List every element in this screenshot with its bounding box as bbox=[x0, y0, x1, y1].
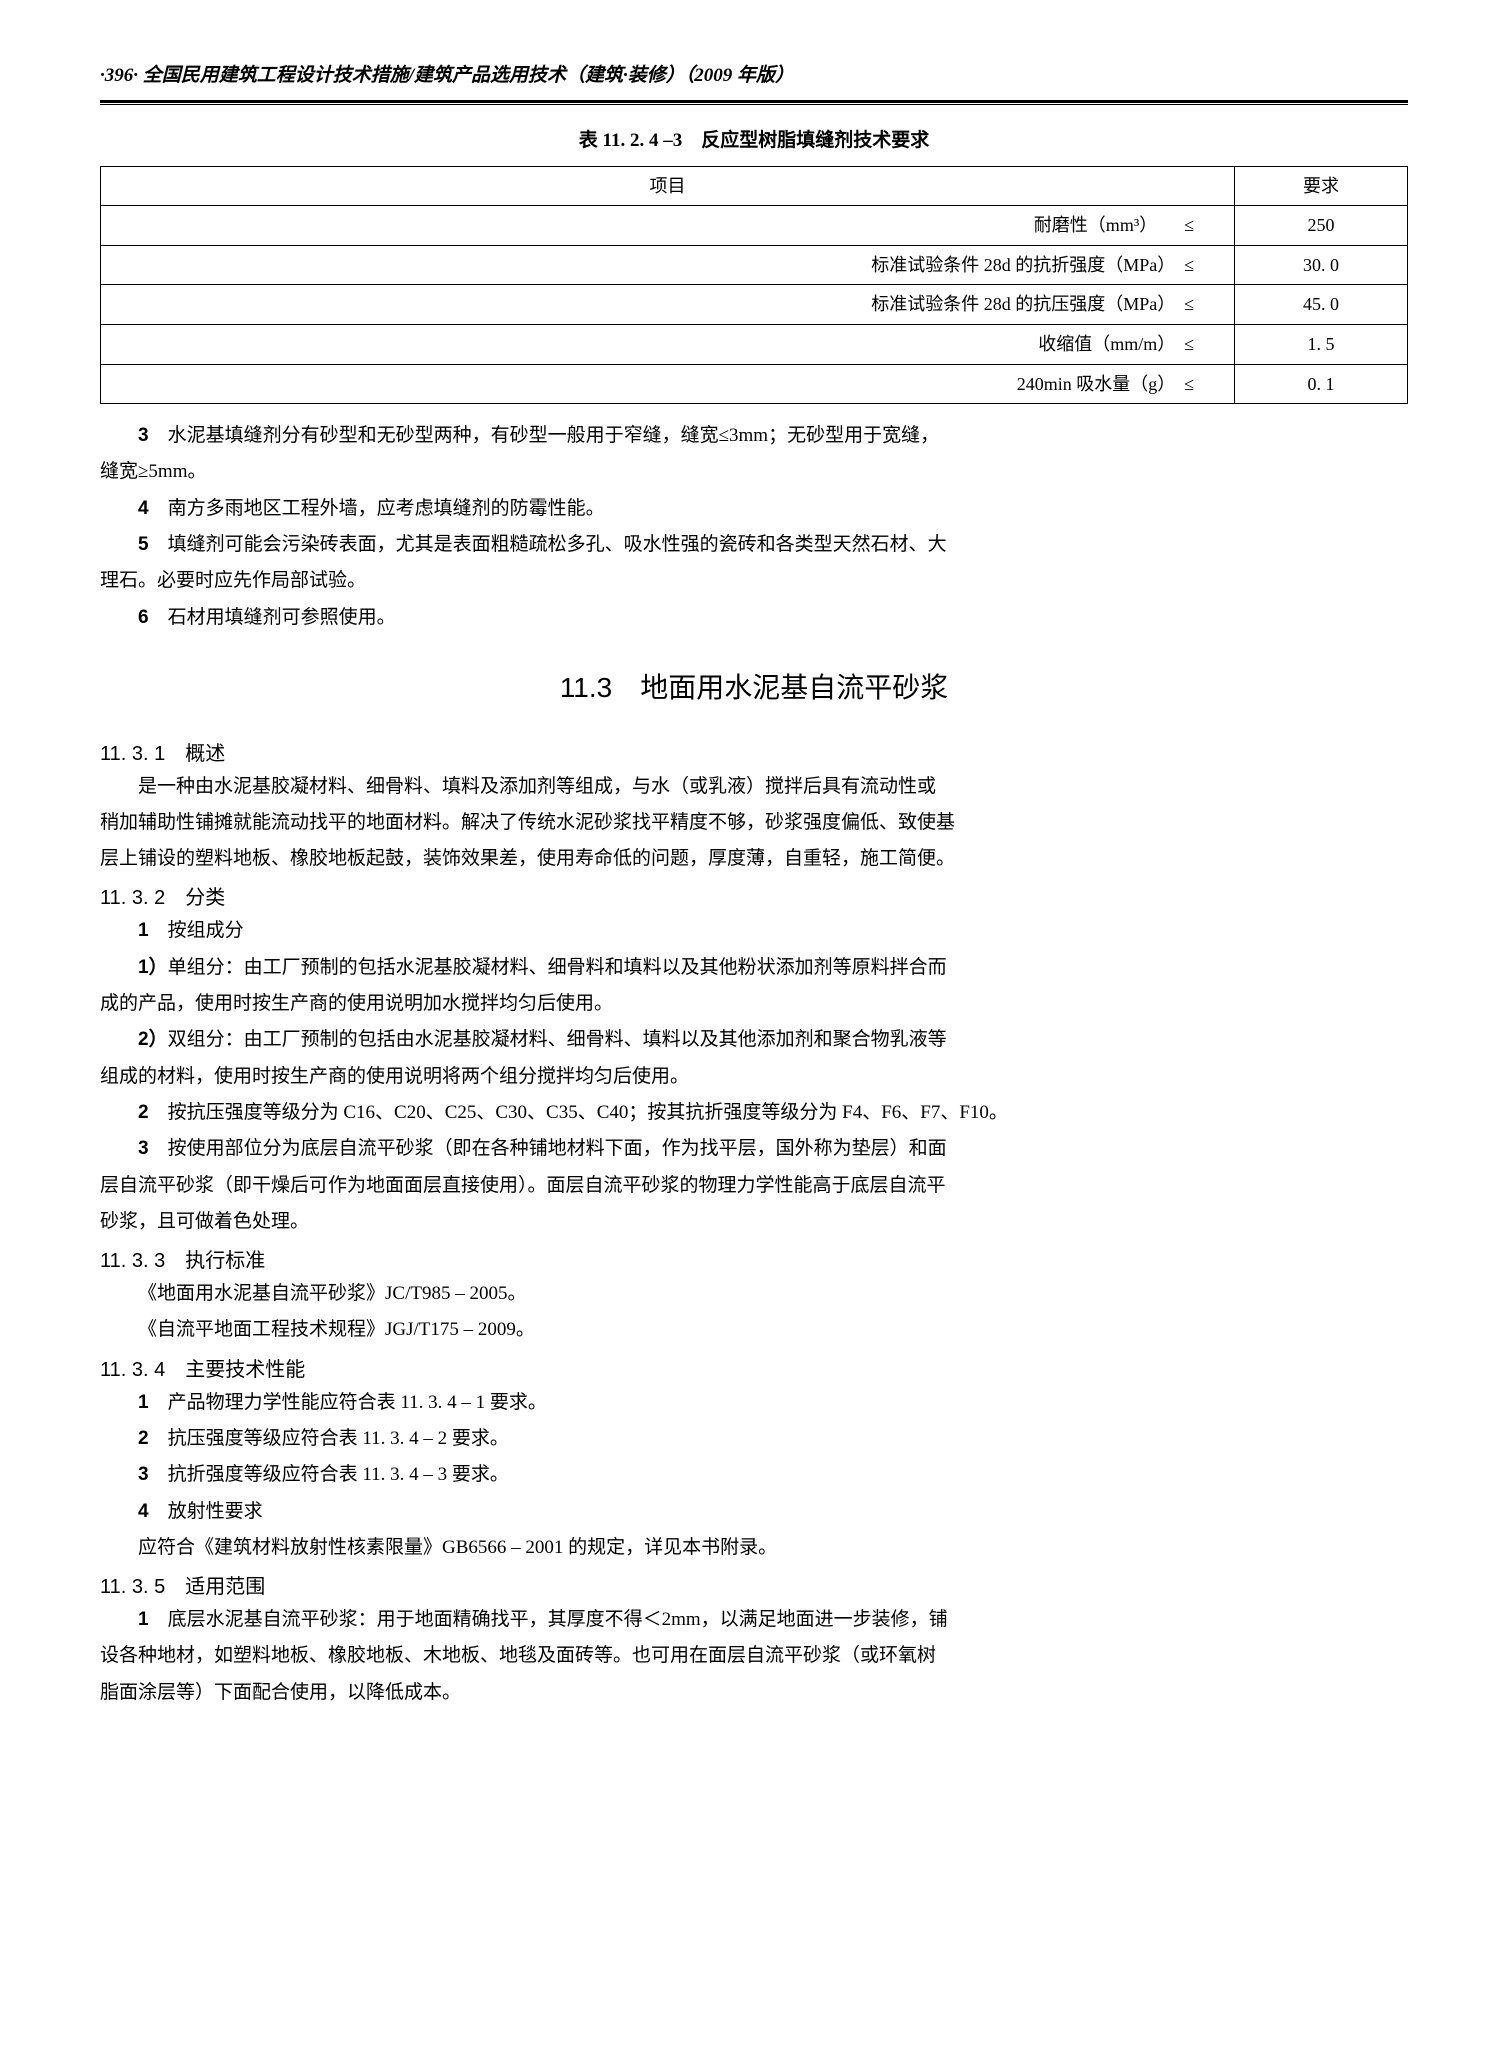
list-num: 3 bbox=[138, 1138, 149, 1159]
para-text: 底层水泥基自流平砂浆：用于地面精确找平，其厚度不得＜2mm，以满足地面进一步装修… bbox=[168, 1609, 948, 1630]
body-para: 层自流平砂浆（即干燥后可作为地面面层直接使用）。面层自流平砂浆的物理力学性能高于… bbox=[100, 1170, 1408, 1202]
body-para: 设各种地材，如塑料地板、橡胶地板、木地板、地毯及面砖等。也可用在面层自流平砂浆（… bbox=[100, 1640, 1408, 1672]
table-row: 标准试验条件 28d 的抗压强度（MPa） ≤ 45. 0 bbox=[101, 285, 1408, 325]
body-para: 1 底层水泥基自流平砂浆：用于地面精确找平，其厚度不得＜2mm，以满足地面进一步… bbox=[100, 1604, 1408, 1636]
list-num: 1 bbox=[138, 1392, 149, 1413]
body-para: 2 抗压强度等级应符合表 11. 3. 4 – 2 要求。 bbox=[100, 1423, 1408, 1455]
table-row: 240min 吸水量（g） ≤ 0. 1 bbox=[101, 364, 1408, 404]
subsection-heading: 11. 3. 2 分类 bbox=[100, 881, 1408, 915]
para-text: 抗压强度等级应符合表 11. 3. 4 – 2 要求。 bbox=[168, 1428, 509, 1449]
header-rule bbox=[100, 100, 1408, 105]
table-header-col1: 项目 bbox=[101, 166, 1235, 206]
body-para: 是一种由水泥基胶凝材料、细骨料、填料及添加剂等组成，与水（或乳液）搅拌后具有流动… bbox=[100, 771, 1408, 803]
para-text: 南方多雨地区工程外墙，应考虑填缝剂的防霉性能。 bbox=[168, 498, 605, 519]
row-value: 30. 0 bbox=[1235, 245, 1408, 285]
list-num: 3 bbox=[138, 425, 149, 446]
list-num: 5 bbox=[138, 534, 149, 555]
body-para: 《自流平地面工程技术规程》JGJ/T175 – 2009。 bbox=[100, 1314, 1408, 1346]
row-label: 收缩值（mm/m） ≤ bbox=[101, 324, 1235, 364]
body-para: 组成的材料，使用时按生产商的使用说明将两个组分搅拌均匀后使用。 bbox=[100, 1061, 1408, 1093]
table-title: 表 11. 2. 4 –3 反应型树脂填缝剂技术要求 bbox=[100, 125, 1408, 157]
row-value: 45. 0 bbox=[1235, 285, 1408, 325]
list-num: 1 bbox=[138, 920, 149, 941]
list-num: 3 bbox=[138, 1464, 149, 1485]
body-para: 成的产品，使用时按生产商的使用说明加水搅拌均匀后使用。 bbox=[100, 988, 1408, 1020]
body-para: 1）单组分：由工厂预制的包括水泥基胶凝材料、细骨料和填料以及其他粉状添加剂等原料… bbox=[100, 952, 1408, 984]
subsection-heading: 11. 3. 3 执行标准 bbox=[100, 1244, 1408, 1278]
row-label: 耐磨性（mm³） ≤ bbox=[101, 206, 1235, 246]
subsection-heading: 11. 3. 1 概述 bbox=[100, 737, 1408, 771]
list-num: 2） bbox=[138, 1029, 168, 1050]
body-para: 应符合《建筑材料放射性核素限量》GB6566 – 2001 的规定，详见本书附录… bbox=[100, 1532, 1408, 1564]
page-header: ·396· 全国民用建筑工程设计技术措施/建筑产品选用技术（建筑·装修）（200… bbox=[100, 60, 1408, 92]
para-text: 双组分：由工厂预制的包括由水泥基胶凝材料、细骨料、填料以及其他添加剂和聚合物乳液… bbox=[168, 1029, 947, 1050]
para-text: 水泥基填缝剂分有砂型和无砂型两种，有砂型一般用于窄缝，缝宽≤3mm；无砂型用于宽… bbox=[168, 425, 940, 446]
body-para: 3 抗折强度等级应符合表 11. 3. 4 – 3 要求。 bbox=[100, 1459, 1408, 1491]
para-text: 按组成分 bbox=[168, 920, 244, 941]
page-number: ·396· bbox=[100, 65, 138, 86]
subsection-heading: 11. 3. 4 主要技术性能 bbox=[100, 1353, 1408, 1387]
table-header-col2: 要求 bbox=[1235, 166, 1408, 206]
section-title: 11.3 地面用水泥基自流平砂浆 bbox=[100, 664, 1408, 712]
para-text: 产品物理力学性能应符合表 11. 3. 4 – 1 要求。 bbox=[168, 1392, 547, 1413]
para-text: 放射性要求 bbox=[168, 1501, 263, 1522]
list-num: 6 bbox=[138, 607, 149, 628]
para-text: 按抗压强度等级分为 C16、C20、C25、C30、C35、C40；按其抗折强度… bbox=[168, 1102, 1008, 1123]
list-num: 4 bbox=[138, 498, 149, 519]
body-para: 理石。必要时应先作局部试验。 bbox=[100, 565, 1408, 597]
body-para: 4 放射性要求 bbox=[100, 1496, 1408, 1528]
list-num: 1） bbox=[138, 957, 168, 978]
para-text: 石材用填缝剂可参照使用。 bbox=[168, 607, 396, 628]
table-header-row: 项目 要求 bbox=[101, 166, 1408, 206]
body-para: 2）双组分：由工厂预制的包括由水泥基胶凝材料、细骨料、填料以及其他添加剂和聚合物… bbox=[100, 1024, 1408, 1056]
row-label: 240min 吸水量（g） ≤ bbox=[101, 364, 1235, 404]
body-para: 1 产品物理力学性能应符合表 11. 3. 4 – 1 要求。 bbox=[100, 1387, 1408, 1419]
row-label: 标准试验条件 28d 的抗压强度（MPa） ≤ bbox=[101, 285, 1235, 325]
row-value: 250 bbox=[1235, 206, 1408, 246]
para-text: 填缝剂可能会污染砖表面，尤其是表面粗糙疏松多孔、吸水性强的瓷砖和各类型天然石材、… bbox=[168, 534, 947, 555]
body-para: 脂面涂层等）下面配合使用，以降低成本。 bbox=[100, 1677, 1408, 1709]
list-num: 2 bbox=[138, 1102, 149, 1123]
body-para: 4 南方多雨地区工程外墙，应考虑填缝剂的防霉性能。 bbox=[100, 493, 1408, 525]
header-title: 全国民用建筑工程设计技术措施/建筑产品选用技术（建筑·装修）（2009 年版） bbox=[143, 65, 794, 86]
body-para: 层上铺设的塑料地板、橡胶地板起鼓，装饰效果差，使用寿命低的问题，厚度薄，自重轻，… bbox=[100, 843, 1408, 875]
requirements-table: 项目 要求 耐磨性（mm³） ≤ 250 标准试验条件 28d 的抗折强度（MP… bbox=[100, 166, 1408, 405]
body-para: 稍加辅助性铺摊就能流动找平的地面材料。解决了传统水泥砂浆找平精度不够，砂浆强度偏… bbox=[100, 807, 1408, 839]
body-para: 3 水泥基填缝剂分有砂型和无砂型两种，有砂型一般用于窄缝，缝宽≤3mm；无砂型用… bbox=[100, 420, 1408, 452]
body-para: 《地面用水泥基自流平砂浆》JC/T985 – 2005。 bbox=[100, 1278, 1408, 1310]
body-para: 1 按组成分 bbox=[100, 915, 1408, 947]
table-row: 耐磨性（mm³） ≤ 250 bbox=[101, 206, 1408, 246]
para-text: 抗折强度等级应符合表 11. 3. 4 – 3 要求。 bbox=[168, 1464, 509, 1485]
row-label: 标准试验条件 28d 的抗折强度（MPa） ≤ bbox=[101, 245, 1235, 285]
body-para: 砂浆，且可做着色处理。 bbox=[100, 1206, 1408, 1238]
body-para: 5 填缝剂可能会污染砖表面，尤其是表面粗糙疏松多孔、吸水性强的瓷砖和各类型天然石… bbox=[100, 529, 1408, 561]
para-text: 单组分：由工厂预制的包括水泥基胶凝材料、细骨料和填料以及其他粉状添加剂等原料拌合… bbox=[168, 957, 947, 978]
row-value: 0. 1 bbox=[1235, 364, 1408, 404]
list-num: 1 bbox=[138, 1609, 149, 1630]
body-para: 2 按抗压强度等级分为 C16、C20、C25、C30、C35、C40；按其抗折… bbox=[100, 1097, 1408, 1129]
list-num: 2 bbox=[138, 1428, 149, 1449]
table-row: 标准试验条件 28d 的抗折强度（MPa） ≤ 30. 0 bbox=[101, 245, 1408, 285]
body-para: 3 按使用部位分为底层自流平砂浆（即在各种铺地材料下面，作为找平层，国外称为垫层… bbox=[100, 1133, 1408, 1165]
table-row: 收缩值（mm/m） ≤ 1. 5 bbox=[101, 324, 1408, 364]
row-value: 1. 5 bbox=[1235, 324, 1408, 364]
list-num: 4 bbox=[138, 1501, 149, 1522]
para-text: 按使用部位分为底层自流平砂浆（即在各种铺地材料下面，作为找平层，国外称为垫层）和… bbox=[168, 1138, 947, 1159]
body-para: 6 石材用填缝剂可参照使用。 bbox=[100, 602, 1408, 634]
body-para: 缝宽≥5mm。 bbox=[100, 456, 1408, 488]
subsection-heading: 11. 3. 5 适用范围 bbox=[100, 1570, 1408, 1604]
